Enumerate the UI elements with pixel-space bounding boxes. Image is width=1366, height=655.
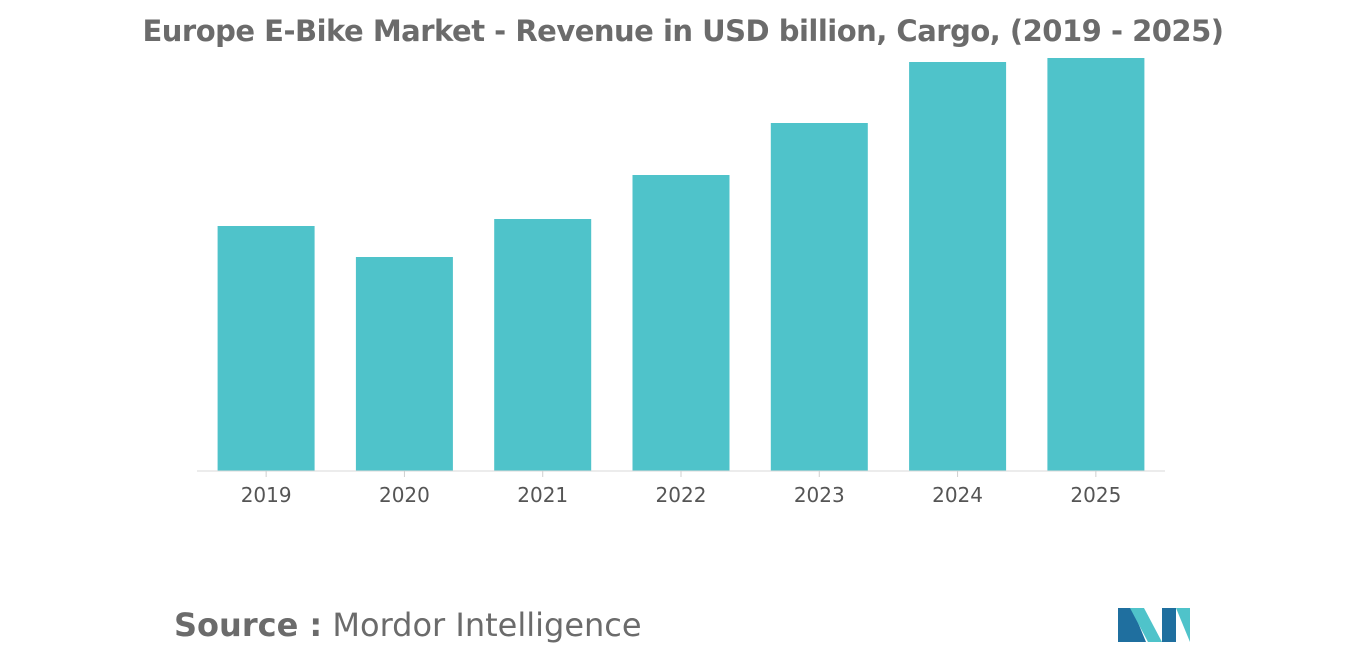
source-name: Mordor Intelligence [332,606,642,644]
x-tick-label-2021: 2021 [517,483,568,507]
x-tick-label-2019: 2019 [241,483,292,507]
bar-2023 [770,123,868,471]
bar-2021 [494,219,592,471]
bar-2025 [1047,58,1145,471]
bar-2019 [217,226,315,471]
x-tick-label-2025: 2025 [1070,483,1121,507]
source-label: Source : [174,606,323,644]
mordor-intelligence-logo-icon [1118,608,1190,642]
bar-2022 [632,175,730,471]
logo-shape-left [1118,608,1146,642]
bar-2024 [909,62,1007,471]
chart-title: Europe E-Bike Market - Revenue in USD bi… [142,14,1224,48]
logo-shape-mid [1130,608,1162,642]
bar-2020 [355,257,453,471]
logo-shape-right [1162,608,1176,642]
x-ticks-group [265,471,1097,477]
x-tick-label-2023: 2023 [794,483,845,507]
x-tick-label-2024: 2024 [932,483,983,507]
x-tick-label-2022: 2022 [656,483,707,507]
bars-group [217,58,1145,471]
x-tick-labels-group: 2019 2020 2021 2022 2023 2024 2025 [241,483,1122,507]
x-tick-label-2020: 2020 [379,483,430,507]
source-note: Source : Mordor Intelligence [174,606,642,644]
logo-shape-accent [1176,608,1190,642]
